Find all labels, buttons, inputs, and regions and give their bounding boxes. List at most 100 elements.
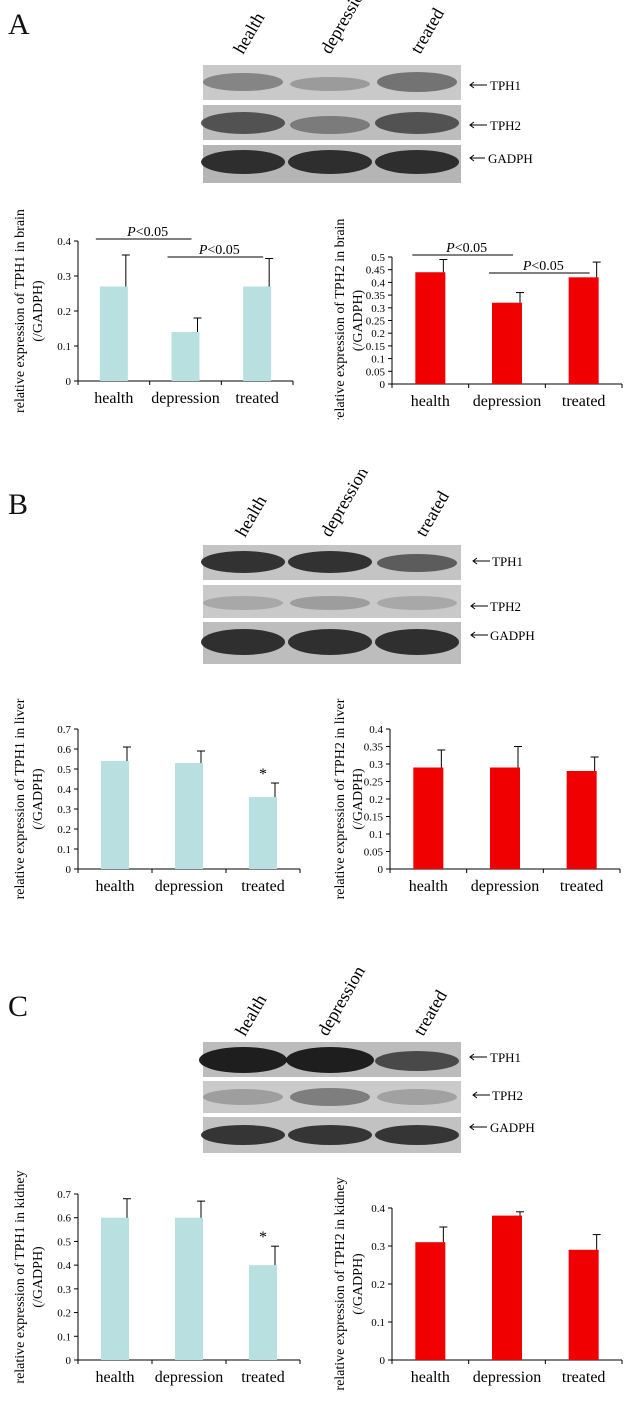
significance-label: P<0.05 [445, 241, 487, 256]
x-tick-label: treated [562, 393, 606, 410]
lane-label: health [231, 991, 270, 1039]
lane-label: depression [313, 965, 369, 1039]
bar [492, 1215, 522, 1360]
y-tick-label: 0.1 [57, 844, 71, 856]
bar [249, 797, 277, 869]
blot-strip-tph1 [199, 1042, 461, 1077]
y-axis-label-unit: (/GADPH) [31, 280, 46, 342]
y-tick-label: 0.4 [371, 277, 385, 289]
lane-labels: health depression treated [231, 470, 453, 540]
y-tick-label: 0 [378, 864, 384, 876]
y-tick-label: 0.05 [366, 366, 386, 378]
lane-label: treated [411, 488, 453, 540]
significance-star: * [259, 766, 267, 783]
chart-tph2-kidney: 0 0.1 0.2 0.3 0.4 health depression treated rela… [333, 1177, 623, 1391]
y-axis-label-unit: (/GADPH) [351, 768, 366, 830]
bar [101, 761, 129, 869]
y-axis-label: relative expression of TPH1 in brain [13, 209, 28, 413]
y-tick-label: 0.3 [371, 303, 385, 315]
significance-label: P<0.05 [198, 243, 240, 258]
y-axis-label: relative expression of TPH2 in kidney [333, 1177, 348, 1390]
y-tick-label: 0.1 [371, 354, 385, 366]
bar [175, 1217, 203, 1360]
x-tick-label: treated [241, 1369, 285, 1386]
bar [249, 1265, 277, 1360]
blot-strip-gadph [201, 1117, 461, 1153]
y-axis-label-unit: (/GADPH) [31, 1246, 46, 1308]
lane-label: depression [316, 0, 372, 57]
y-tick-label: 0.1 [57, 341, 71, 353]
panel-letter-a: A [8, 8, 30, 41]
y-tick-label: 0.3 [57, 1284, 71, 1296]
lane-label: health [229, 9, 268, 57]
y-tick-label: 0 [380, 379, 386, 391]
blot-strip-tph1 [201, 545, 461, 580]
y-tick-label: 0.4 [57, 784, 71, 796]
x-tick-label: health [95, 1369, 134, 1386]
x-tick-label: health [411, 1369, 450, 1386]
band-labels: TPH1 TPH2 GADPH [469, 1050, 535, 1135]
significance-star: * [259, 1229, 267, 1246]
y-tick-label: 0.5 [57, 1236, 71, 1248]
y-axis-label-unit: (/GADPH) [351, 289, 366, 351]
y-tick-label: 0.3 [369, 759, 383, 771]
x-tick-label: health [95, 878, 134, 895]
y-axis-label-unit: (/GADPH) [31, 768, 46, 830]
y-tick-label: 0.35 [364, 742, 384, 754]
x-tick-label: depression [155, 878, 223, 895]
bar [490, 767, 520, 869]
y-tick-label: 0.5 [57, 764, 71, 776]
bar [413, 767, 444, 869]
y-tick-label: 0.4 [371, 1203, 385, 1215]
blot-strip-gadph [201, 145, 461, 183]
band-label-tph1: TPH1 [490, 78, 521, 93]
lane-label: health [231, 492, 270, 540]
band-label-tph2: TPH2 [492, 1088, 523, 1103]
chart-tph2-brain: 00.050.10.150.20.250.30.350.40.450.5 heal… [333, 219, 623, 420]
y-tick-label: 0.6 [57, 1213, 71, 1225]
y-axis-label-unit: (/GADPH) [351, 1253, 366, 1315]
y-tick-label: 0 [66, 376, 72, 388]
bar [243, 286, 272, 381]
bar [101, 1217, 129, 1360]
band-label-tph2: TPH2 [490, 118, 521, 133]
bar [415, 272, 446, 384]
x-tick-label: health [411, 393, 450, 410]
x-tick-label: depression [155, 1369, 223, 1386]
y-tick-label: 0.6 [57, 744, 71, 756]
lane-label: treated [409, 987, 451, 1039]
x-tick-label: depression [471, 878, 539, 895]
band-labels: TPH1 TPH2 GADPH [469, 78, 533, 166]
x-tick-label: health [94, 390, 133, 407]
y-tick-label: 0 [380, 1355, 386, 1367]
y-tick-label: 0.3 [57, 804, 71, 816]
y-tick-label: 0.3 [57, 271, 71, 283]
blot-strip-gadph [201, 622, 461, 664]
y-tick-label: 0.2 [57, 306, 71, 318]
band-label-tph2: TPH2 [490, 599, 521, 614]
y-tick-label: 0.7 [57, 1189, 71, 1201]
band-label-tph1: TPH1 [492, 554, 523, 569]
y-tick-label: 0.1 [369, 829, 383, 841]
bar [175, 763, 203, 869]
bar [492, 302, 522, 384]
y-tick-label: 0.3 [371, 1241, 385, 1253]
y-axis-label: relative expression of TPH2 in liver [333, 698, 348, 899]
y-tick-label: 0.2 [371, 1279, 385, 1291]
y-tick-label: 0.5 [371, 252, 385, 264]
y-tick-label: 0.1 [57, 1331, 71, 1343]
lane-labels: health depression treated [229, 0, 448, 57]
y-tick-label: 0.1 [371, 1317, 385, 1329]
band-label-tph1: TPH1 [490, 1050, 521, 1065]
blot-strip-tph2 [203, 585, 461, 618]
y-tick-label: 0 [66, 1355, 72, 1367]
panel-letter-b: B [8, 488, 29, 521]
y-axis-label: relative expression of TPH1 in liver [13, 698, 28, 899]
y-tick-label: 0.2 [369, 794, 383, 806]
significance-label: P<0.05 [522, 259, 564, 274]
lane-label: treated [406, 5, 448, 57]
y-tick-label: 0.35 [366, 290, 386, 302]
y-tick-label: 0.05 [364, 847, 384, 859]
x-tick-label: treated [241, 878, 285, 895]
western-blot-a: health depression treated TPH1 TPH2 GADP… [201, 0, 533, 183]
